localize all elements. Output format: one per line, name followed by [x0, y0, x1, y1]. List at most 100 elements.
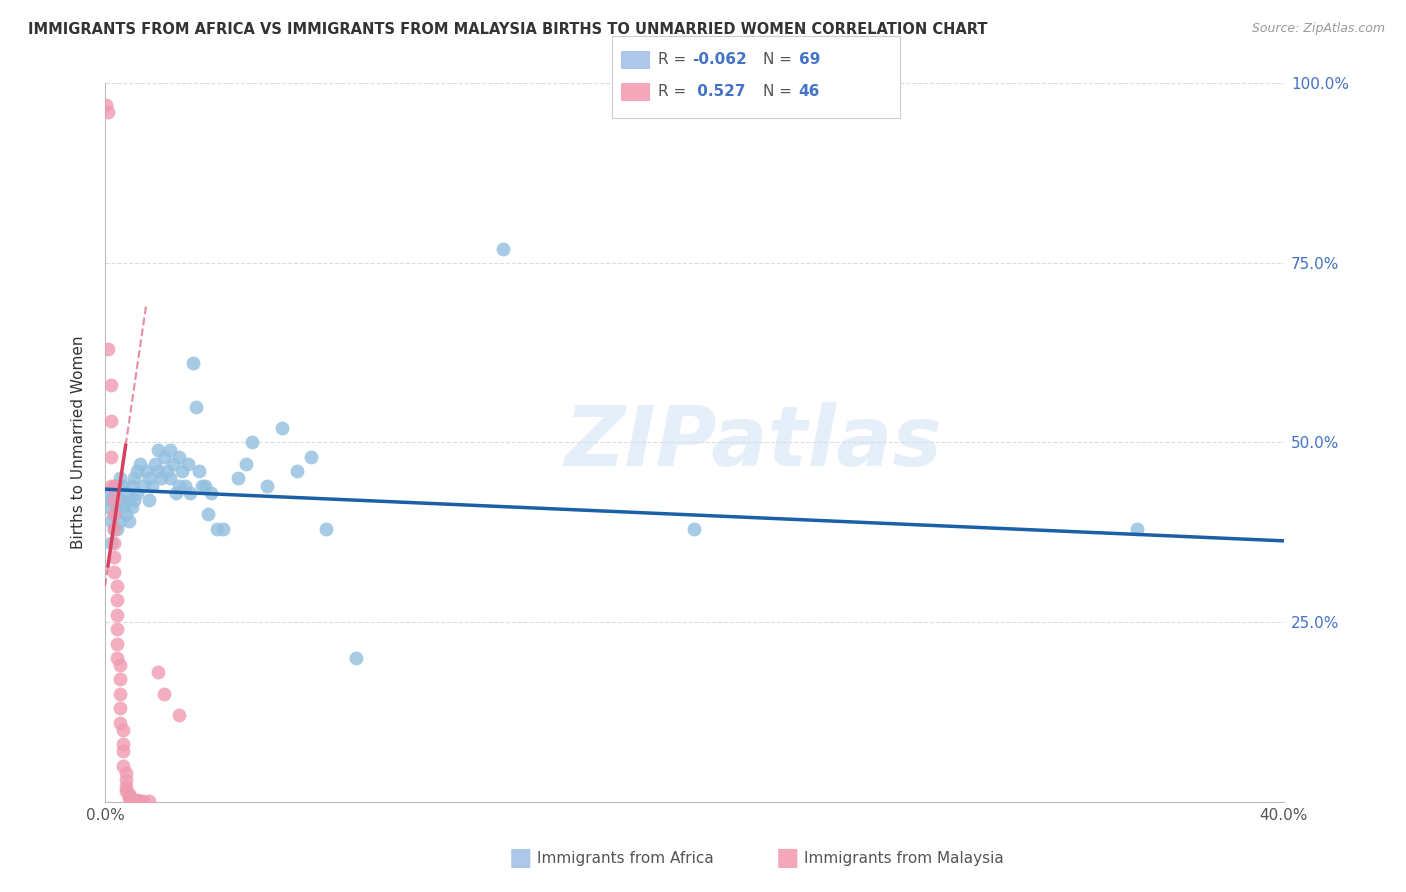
Point: [114, 772, 136, 787]
Point: [97, 485, 120, 500]
Point: [146, 665, 169, 680]
Text: ■: ■: [776, 847, 799, 870]
Point: [146, 464, 169, 478]
Point: [129, 457, 152, 471]
Point: [132, 794, 155, 808]
Point: [111, 723, 134, 737]
Point: [141, 478, 163, 492]
Point: [683, 522, 706, 536]
Point: [100, 492, 122, 507]
Point: [143, 457, 166, 471]
Point: [108, 687, 131, 701]
Point: [165, 485, 187, 500]
Point: [114, 508, 136, 522]
Point: [167, 478, 190, 492]
Point: [105, 522, 128, 536]
Point: [127, 793, 149, 807]
Point: [138, 794, 160, 808]
Point: [105, 651, 128, 665]
Text: 46: 46: [799, 85, 820, 99]
Point: [138, 492, 160, 507]
Point: [200, 485, 222, 500]
Point: [146, 442, 169, 457]
Point: [156, 464, 179, 478]
Point: [167, 450, 190, 464]
Point: [256, 478, 278, 492]
Point: [103, 508, 125, 522]
Point: [124, 794, 146, 808]
Point: [124, 793, 146, 807]
Point: [235, 457, 257, 471]
Point: [194, 478, 217, 492]
Point: [103, 522, 125, 536]
Point: [96, 98, 118, 112]
Point: [97, 342, 120, 356]
Point: [108, 515, 131, 529]
Point: [153, 687, 176, 701]
Point: [111, 744, 134, 758]
Point: [191, 478, 214, 492]
Point: [103, 485, 125, 500]
Point: [111, 758, 134, 772]
Point: [124, 471, 146, 485]
Point: [150, 471, 173, 485]
Point: [132, 478, 155, 492]
Point: [108, 673, 131, 687]
Point: [111, 500, 134, 515]
Point: [97, 105, 120, 120]
Point: [167, 708, 190, 723]
Point: [127, 485, 149, 500]
Point: [127, 464, 149, 478]
Point: [121, 792, 143, 806]
Text: ■: ■: [509, 847, 531, 870]
Point: [197, 508, 219, 522]
Point: [285, 464, 308, 478]
Text: -0.062: -0.062: [692, 53, 747, 67]
Point: [124, 492, 146, 507]
Text: ZIPatlas: ZIPatlas: [564, 402, 942, 483]
Point: [117, 515, 139, 529]
Point: [315, 522, 337, 536]
Point: [153, 450, 176, 464]
Point: [111, 478, 134, 492]
Point: [108, 471, 131, 485]
Point: [103, 550, 125, 565]
Point: [103, 522, 125, 536]
Point: [100, 378, 122, 392]
Point: [135, 464, 157, 478]
Point: [114, 765, 136, 780]
Point: [111, 737, 134, 751]
Point: [103, 536, 125, 550]
Point: [186, 400, 208, 414]
Point: [103, 478, 125, 492]
Point: [100, 414, 122, 428]
Point: [114, 780, 136, 794]
Point: [100, 536, 122, 550]
Point: [183, 357, 205, 371]
Point: [159, 471, 181, 485]
Point: [117, 492, 139, 507]
Text: R =: R =: [658, 53, 692, 67]
Point: [108, 715, 131, 730]
Point: [299, 450, 322, 464]
Point: [103, 508, 125, 522]
Point: [103, 565, 125, 579]
Point: [117, 789, 139, 803]
Text: Immigrants from Malaysia: Immigrants from Malaysia: [804, 851, 1004, 865]
Point: [105, 607, 128, 622]
Point: [108, 492, 131, 507]
Point: [344, 651, 367, 665]
Point: [121, 478, 143, 492]
Point: [138, 471, 160, 485]
Text: Immigrants from Africa: Immigrants from Africa: [537, 851, 714, 865]
Point: [159, 442, 181, 457]
Point: [103, 492, 125, 507]
Text: N =: N =: [763, 53, 797, 67]
Point: [226, 471, 249, 485]
Point: [105, 593, 128, 607]
Text: N =: N =: [763, 85, 797, 99]
Text: 69: 69: [799, 53, 820, 67]
Point: [492, 242, 515, 256]
Point: [97, 500, 120, 515]
Point: [176, 457, 198, 471]
